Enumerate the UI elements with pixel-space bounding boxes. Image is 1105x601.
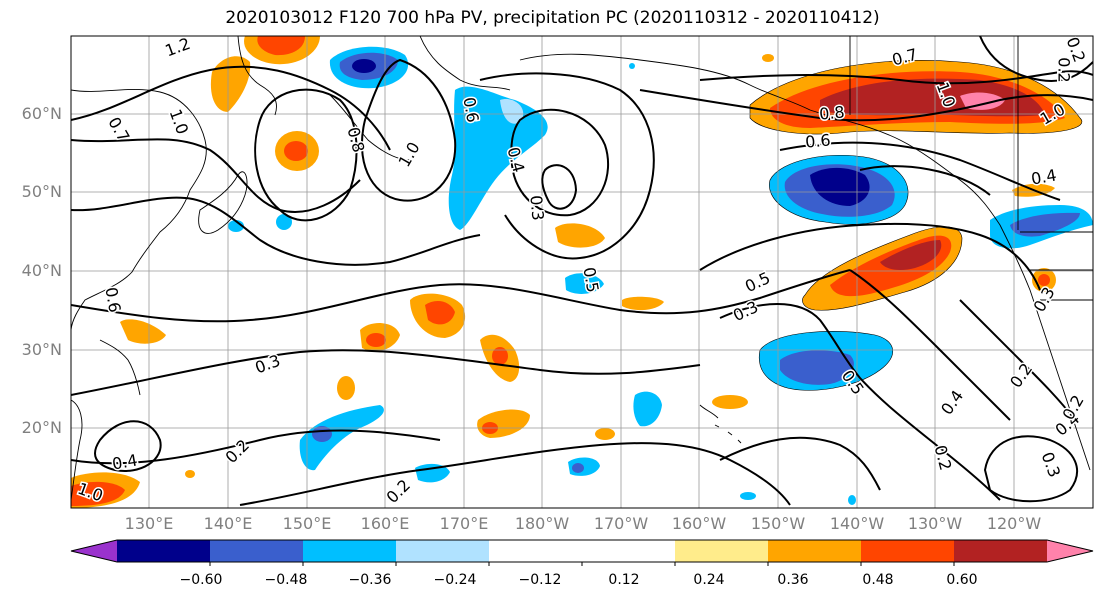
- contour-label: 0.2: [930, 443, 955, 473]
- contour-label: 0.2: [222, 436, 253, 467]
- colorbar-tick: −0.48: [264, 572, 308, 588]
- lon-label-140e: 140°E: [203, 514, 253, 533]
- lon-label-170e: 170°E: [439, 514, 489, 533]
- colorbar-bin: [117, 540, 211, 562]
- lon-label-120w: 120°W: [986, 514, 1042, 533]
- colorbar-bin: [768, 540, 862, 562]
- lon-label-160w: 160°W: [671, 514, 727, 533]
- colorbar-bin: [954, 540, 1048, 562]
- lat-label-50n: 50°N: [21, 182, 62, 201]
- lat-label-60n: 60°N: [21, 104, 62, 123]
- contour-label: 0.3: [1030, 284, 1059, 316]
- colorbar-tick: −0.60: [179, 572, 223, 588]
- colorbar-bin: [210, 540, 304, 562]
- lon-label-130e: 130°E: [124, 514, 174, 533]
- lon-label-180w: 180°W: [514, 514, 570, 533]
- lat-label-40n: 40°N: [21, 261, 62, 280]
- lon-label-150w: 150°W: [750, 514, 806, 533]
- colorbar-extend-low: [71, 540, 117, 562]
- colorbar-tick: −0.24: [433, 572, 477, 588]
- lon-label-160e: 160°E: [360, 514, 410, 533]
- lon-label-130w: 130°W: [907, 514, 963, 533]
- graticule: [71, 36, 1093, 508]
- colorbar-bin: [675, 540, 769, 562]
- colorbar-tick: −0.36: [348, 572, 392, 588]
- contour-label: 1.0: [166, 106, 193, 136]
- map-title: 2020103012 F120 700 hPa PV, precipitatio…: [225, 8, 880, 28]
- colorbar-bin: [303, 540, 397, 562]
- colorbar-tick: 0.12: [608, 572, 640, 588]
- lon-label-170w: 170°W: [593, 514, 649, 533]
- lon-label-150e: 150°E: [282, 514, 332, 533]
- colorbar-extend-high: [1047, 540, 1093, 562]
- contour-label: 0.3: [1038, 449, 1065, 479]
- contour-label: 0.2: [1055, 57, 1074, 82]
- contour-label: 0.8: [818, 102, 845, 123]
- contour-label: 0.2: [1006, 360, 1036, 392]
- contour-label: 0.3: [526, 194, 547, 221]
- colorbar-tick: 0.60: [946, 572, 978, 588]
- contour-label: 0.8: [343, 125, 368, 155]
- contour-label: 0.4: [1030, 165, 1058, 188]
- colorbar-bin: [489, 540, 583, 562]
- lat-label-30n: 30°N: [21, 340, 62, 359]
- lon-label-140w: 140°W: [829, 514, 885, 533]
- precipitation-fills: [71, 36, 1093, 508]
- lat-label-20n: 20°N: [21, 418, 62, 437]
- contour-label: 0.5: [742, 268, 773, 296]
- colorbar-tick: −0.12: [518, 572, 562, 588]
- colorbar-bin: [396, 540, 490, 562]
- colorbar-tick: 0.24: [693, 572, 725, 588]
- colorbar-bin: [861, 540, 955, 562]
- colorbar-tick: 0.48: [862, 572, 894, 588]
- fill-negative-central-pacific: [448, 86, 548, 231]
- contour-label: 1.2: [162, 34, 192, 61]
- colorbar-bin: [582, 540, 676, 562]
- colorbar: [70, 539, 1094, 566]
- contour-label: 0.6: [804, 130, 831, 151]
- contour-label: 1.0: [395, 139, 424, 171]
- colorbar-tick: 0.36: [777, 572, 809, 588]
- contour-label: 0.2: [383, 476, 414, 507]
- contour-label: 0.4: [937, 387, 967, 419]
- colorbar-outline: [70, 539, 1094, 563]
- pv-contours: [71, 36, 1093, 506]
- contour-label: 0.3: [730, 297, 761, 325]
